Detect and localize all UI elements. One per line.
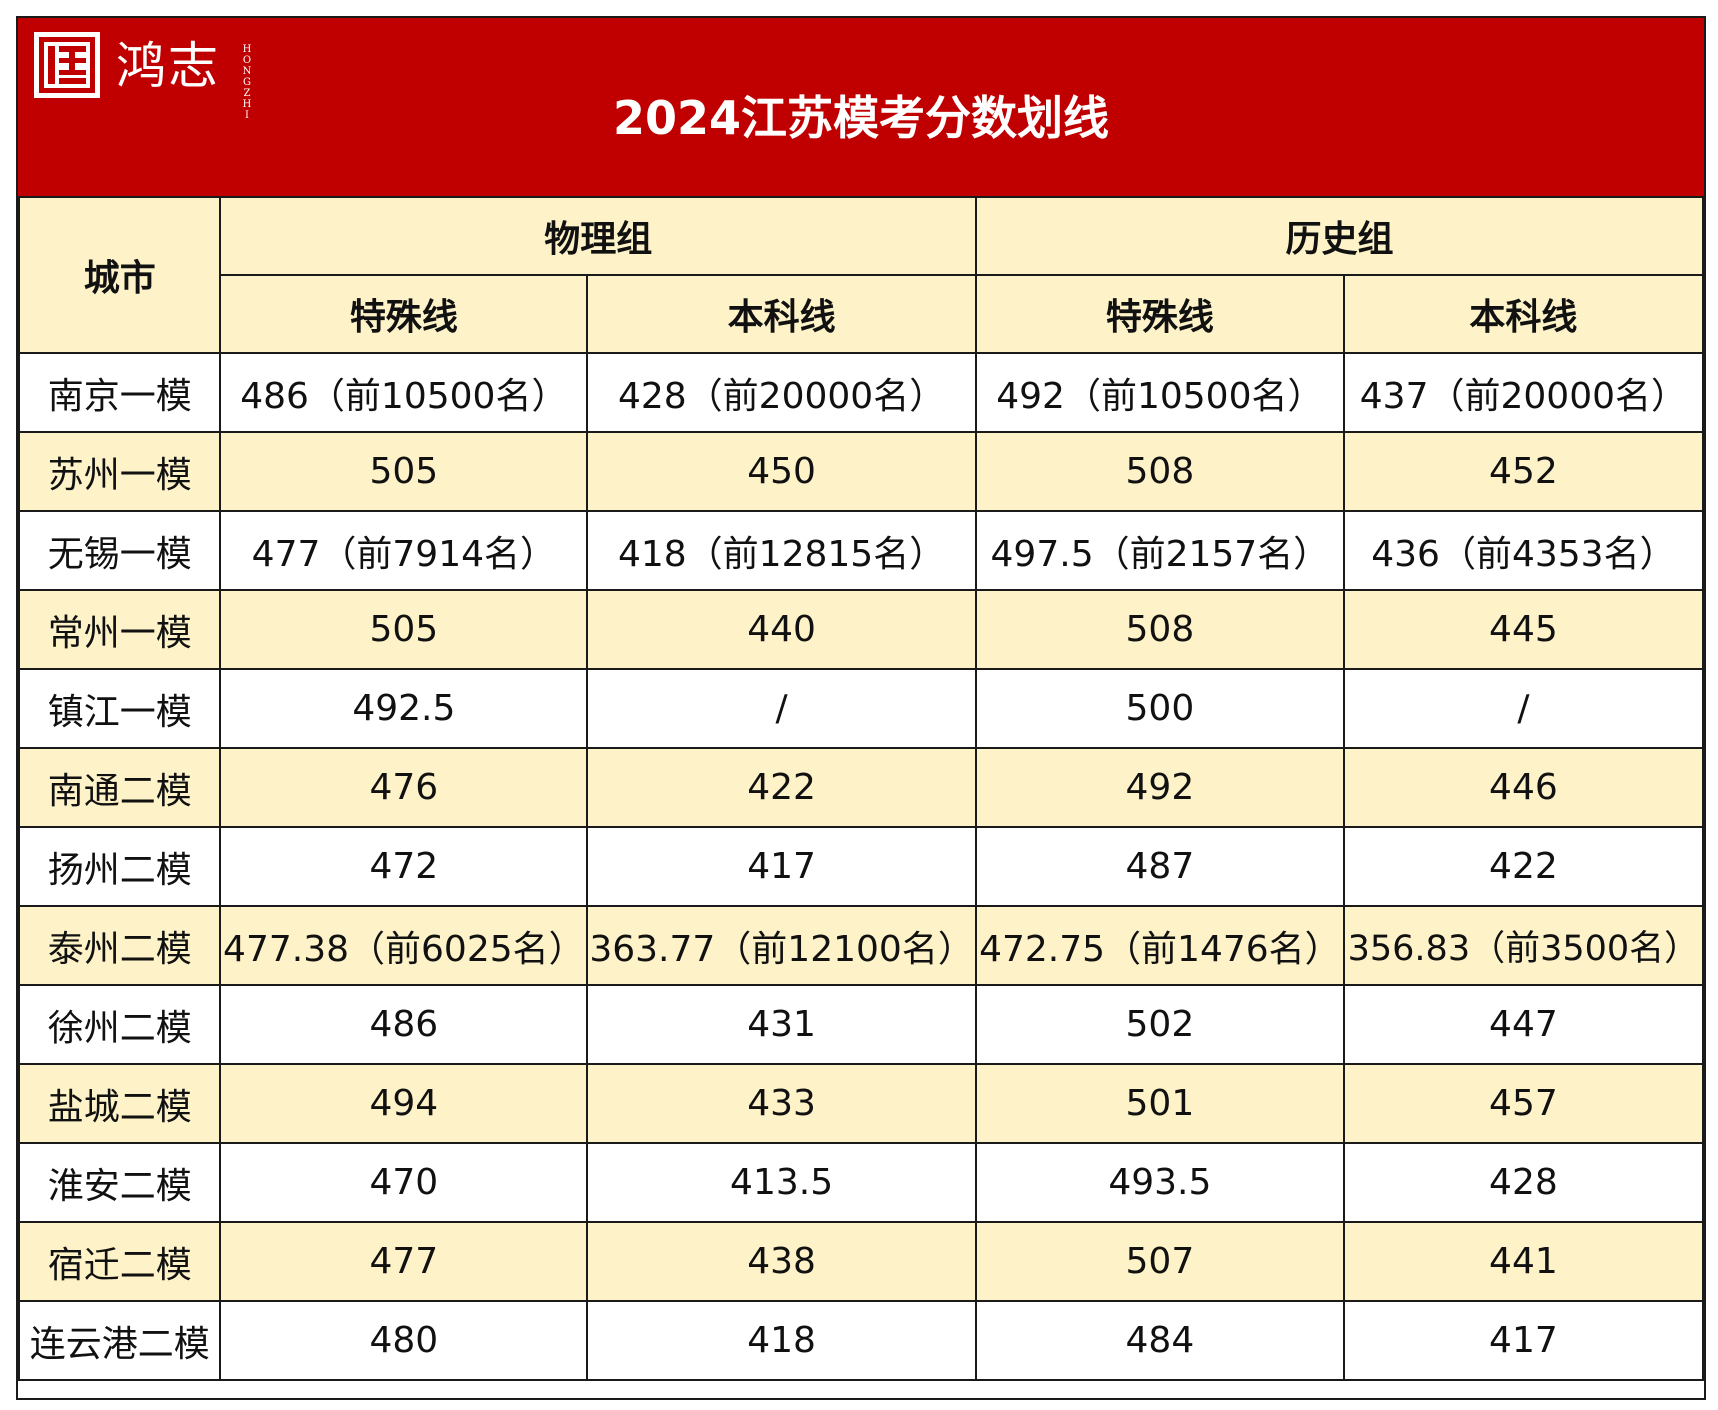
header-physics-special: 特殊线 <box>219 274 589 354</box>
history-special-cell: 497.5（前2157名） <box>974 510 1345 591</box>
history-special-cell: 484 <box>974 1300 1345 1381</box>
history-undergrad-cell: 417 <box>1342 1300 1705 1381</box>
physics-undergrad-cell: 438 <box>586 1221 977 1302</box>
physics-special-cell: 486（前10500名） <box>219 352 589 433</box>
header-history-group: 历史组 <box>974 196 1705 276</box>
physics-undergrad-cell: 413.5 <box>586 1142 977 1223</box>
table-row: 泰州二模 477.38（前6025名） 363.77（前12100名） 472.75（… <box>17 905 1705 986</box>
table-row: 徐州二模 486 431 502 447 <box>17 984 1705 1065</box>
city-cell: 泰州二模 <box>17 905 222 986</box>
history-undergrad-cell: 446 <box>1342 747 1705 828</box>
table-row: 扬州二模 472 417 487 422 <box>17 826 1705 907</box>
city-cell: 常州一模 <box>17 589 222 670</box>
history-special-cell: 502 <box>974 984 1345 1065</box>
history-special-cell: 472.75（前1476名） <box>974 905 1345 986</box>
physics-undergrad-cell: 428（前20000名） <box>586 352 977 433</box>
table-row: 镇江一模 492.5/500/ <box>17 668 1705 749</box>
physics-special-cell: 505 <box>219 431 589 512</box>
table-row: 盐城二模 494 433 501 457 <box>17 1063 1705 1144</box>
table-row: 南京一模 486（前10500名） 428（前20000名） 492（前10500名）… <box>17 352 1705 433</box>
hongzhi-logo-icon <box>34 32 100 98</box>
physics-undergrad-cell: / <box>586 668 977 749</box>
physics-special-cell: 470 <box>219 1142 589 1223</box>
city-cell: 南通二模 <box>17 747 222 828</box>
header-history-undergrad: 本科线 <box>1342 274 1705 354</box>
history-special-cell: 501 <box>974 1063 1345 1144</box>
physics-undergrad-cell: 418 <box>586 1300 977 1381</box>
physics-special-cell: 472 <box>219 826 589 907</box>
physics-special-cell: 476 <box>219 747 589 828</box>
table-row: 宿迁二模 477 438 507 441 <box>17 1221 1705 1302</box>
score-table: 城市 物理组 历史组 特殊线 本科线 特殊线 本科线 南京一模 486（前1050… <box>17 196 1705 1381</box>
history-special-cell: 508 <box>974 431 1345 512</box>
physics-special-cell: 505 <box>219 589 589 670</box>
physics-special-cell: 477.38（前6025名） <box>219 905 589 986</box>
physics-special-cell: 477（前7914名） <box>219 510 589 591</box>
history-special-cell: 508 <box>974 589 1345 670</box>
city-cell: 镇江一模 <box>17 668 222 749</box>
history-undergrad-cell: 445 <box>1342 589 1705 670</box>
history-undergrad-cell: 356.83（前3500名） <box>1342 905 1705 986</box>
history-undergrad-cell: 441 <box>1342 1221 1705 1302</box>
physics-special-cell: 492.5 <box>219 668 589 749</box>
physics-special-cell: 494 <box>219 1063 589 1144</box>
header-history-special: 特殊线 <box>974 274 1345 354</box>
physics-undergrad-cell: 417 <box>586 826 977 907</box>
history-undergrad-cell: 428 <box>1342 1142 1705 1223</box>
history-special-cell: 492 <box>974 747 1345 828</box>
city-cell: 连云港二模 <box>17 1300 222 1381</box>
table-row: 无锡一模 477（前7914名） 418（前12815名） 497.5（前2157名）… <box>17 510 1705 591</box>
physics-undergrad-cell: 431 <box>586 984 977 1065</box>
header-physics-undergrad: 本科线 <box>586 274 977 354</box>
physics-special-cell: 477 <box>219 1221 589 1302</box>
history-undergrad-cell: 436（前4353名） <box>1342 510 1705 591</box>
history-undergrad-cell: 447 <box>1342 984 1705 1065</box>
history-undergrad-cell: 437（前20000名） <box>1342 352 1705 433</box>
city-cell: 无锡一模 <box>17 510 222 591</box>
physics-undergrad-cell: 433 <box>586 1063 977 1144</box>
city-cell: 宿迁二模 <box>17 1221 222 1302</box>
physics-undergrad-cell: 440 <box>586 589 977 670</box>
table-row: 苏州一模 505 450 508 452 <box>17 431 1705 512</box>
city-cell: 徐州二模 <box>17 984 222 1065</box>
history-undergrad-cell: 457 <box>1342 1063 1705 1144</box>
city-cell: 淮安二模 <box>17 1142 222 1223</box>
history-special-cell: 492（前10500名） <box>974 352 1345 433</box>
page-title: 2024江苏模考分数划线 <box>612 91 1110 145</box>
city-cell: 南京一模 <box>17 352 222 433</box>
history-undergrad-cell: 452 <box>1342 431 1705 512</box>
city-cell: 盐城二模 <box>17 1063 222 1144</box>
header-city: 城市 <box>17 196 222 354</box>
table-body: 南京一模 486（前10500名） 428（前20000名） 492（前10500名）… <box>17 352 1705 1381</box>
physics-special-cell: 480 <box>219 1300 589 1381</box>
physics-undergrad-cell: 450 <box>586 431 977 512</box>
table-row: 淮安二模 470 413.5 493.5 428 <box>17 1142 1705 1223</box>
history-undergrad-cell: / <box>1342 668 1705 749</box>
physics-special-cell: 486 <box>219 984 589 1065</box>
history-special-cell: 493.5 <box>974 1142 1345 1223</box>
table-row: 南通二模 476 422 492 446 <box>17 747 1705 828</box>
table-row: 连云港二模 480 418 484 417 <box>17 1300 1705 1381</box>
history-special-cell: 507 <box>974 1221 1345 1302</box>
city-cell: 扬州二模 <box>17 826 222 907</box>
history-undergrad-cell: 422 <box>1342 826 1705 907</box>
brand-name: 鸿志 <box>116 37 220 95</box>
physics-undergrad-cell: 363.77（前12100名） <box>586 905 977 986</box>
history-special-cell: 500 <box>974 668 1345 749</box>
table-row: 常州一模 505 440 508 445 <box>17 589 1705 670</box>
city-cell: 苏州一模 <box>17 431 222 512</box>
physics-undergrad-cell: 422 <box>586 747 977 828</box>
history-special-cell: 487 <box>974 826 1345 907</box>
header-physics-group: 物理组 <box>219 196 977 276</box>
physics-undergrad-cell: 418（前12815名） <box>586 510 977 591</box>
